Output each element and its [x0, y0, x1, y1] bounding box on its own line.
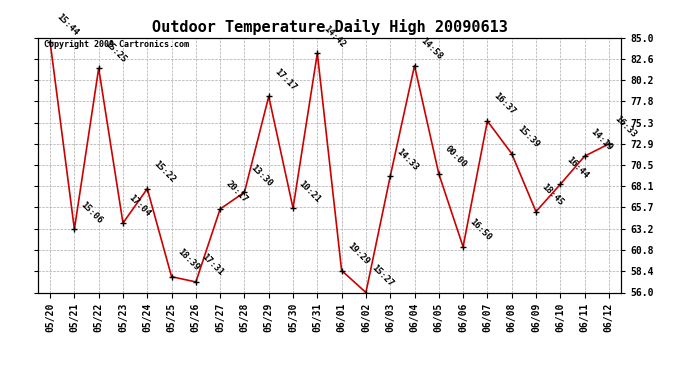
Text: 15:22: 15:22 [151, 159, 177, 184]
Text: 15:27: 15:27 [370, 263, 395, 288]
Text: 18:45: 18:45 [540, 182, 566, 207]
Text: 16:33: 16:33 [613, 114, 638, 140]
Text: 15:44: 15:44 [55, 12, 79, 38]
Text: 17:04: 17:04 [127, 194, 152, 219]
Text: 15:06: 15:06 [79, 200, 104, 225]
Text: Copyright 2009 Cartronics.com: Copyright 2009 Cartronics.com [43, 40, 189, 49]
Text: 14:58: 14:58 [419, 36, 444, 62]
Text: 17:17: 17:17 [273, 67, 298, 92]
Text: 20:17: 20:17 [224, 179, 250, 205]
Text: 17:31: 17:31 [200, 252, 226, 278]
Text: 16:37: 16:37 [491, 92, 517, 117]
Title: Outdoor Temperature Daily High 20090613: Outdoor Temperature Daily High 20090613 [152, 19, 507, 35]
Text: 18:39: 18:39 [176, 247, 201, 273]
Text: 16:50: 16:50 [467, 217, 493, 243]
Text: 14:19: 14:19 [589, 127, 614, 152]
Text: 14:42: 14:42 [322, 24, 347, 49]
Text: 15:25: 15:25 [103, 39, 128, 64]
Text: 16:44: 16:44 [564, 155, 590, 180]
Text: 00:00: 00:00 [443, 144, 469, 170]
Text: 10:21: 10:21 [297, 178, 322, 204]
Text: 15:39: 15:39 [516, 124, 541, 149]
Text: 14:33: 14:33 [395, 147, 420, 172]
Text: 19:29: 19:29 [346, 241, 371, 266]
Text: 13:30: 13:30 [248, 163, 274, 188]
